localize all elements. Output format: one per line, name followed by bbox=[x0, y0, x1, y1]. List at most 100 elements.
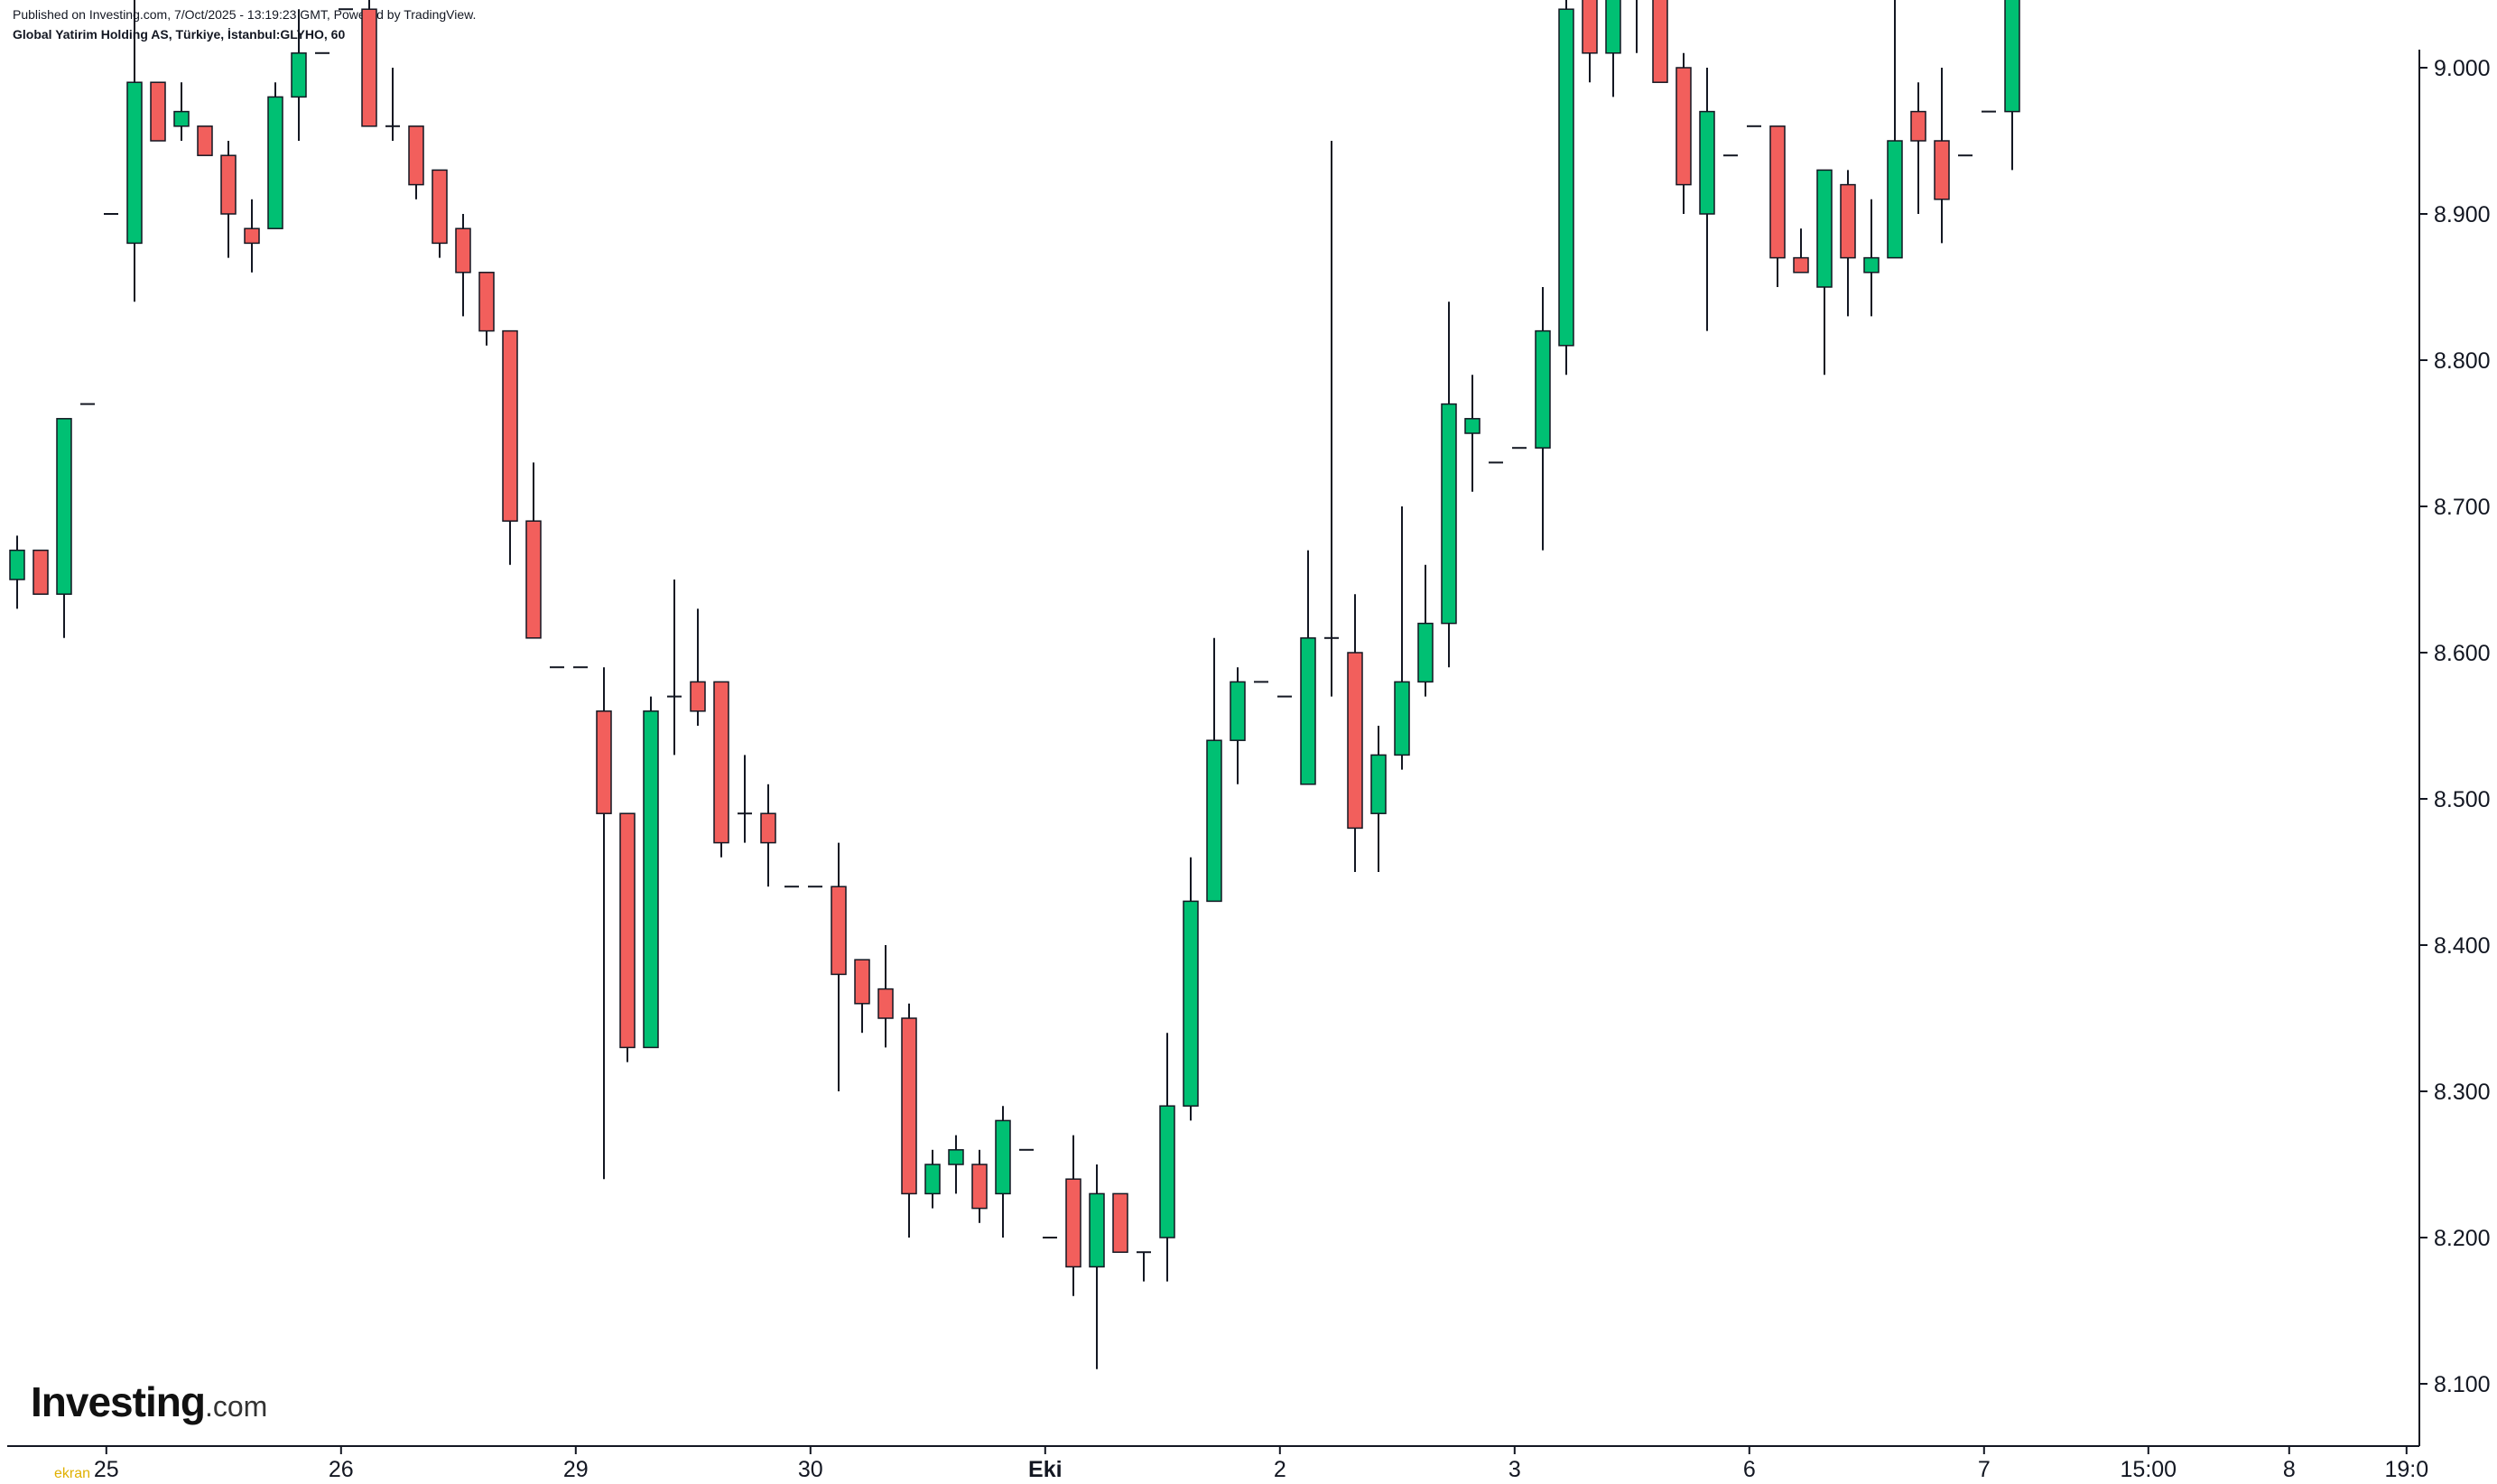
candle[interactable] bbox=[1394, 506, 1410, 770]
candle-body bbox=[525, 520, 542, 639]
candle[interactable] bbox=[1112, 1192, 1128, 1253]
candle[interactable] bbox=[525, 462, 542, 639]
candle[interactable] bbox=[948, 1135, 964, 1194]
candle[interactable] bbox=[1887, 0, 1903, 259]
candle-body bbox=[1793, 256, 1809, 274]
candle[interactable] bbox=[995, 1106, 1011, 1238]
candle[interactable] bbox=[455, 214, 471, 317]
candle[interactable] bbox=[1324, 141, 1339, 697]
candle[interactable] bbox=[1137, 1251, 1151, 1282]
candle-body bbox=[1652, 0, 1668, 83]
candle[interactable] bbox=[924, 1149, 941, 1209]
candle[interactable] bbox=[56, 418, 72, 638]
candle[interactable] bbox=[1441, 301, 1457, 668]
price-tick-label: 8.800 bbox=[2434, 348, 2491, 374]
candle-body bbox=[831, 886, 847, 976]
time-tick-label: 29 bbox=[563, 1457, 589, 1482]
candle[interactable] bbox=[385, 68, 400, 141]
candle[interactable] bbox=[32, 549, 49, 595]
candle-body bbox=[1558, 8, 1574, 347]
candle[interactable] bbox=[901, 1003, 917, 1238]
candle[interactable] bbox=[713, 681, 729, 858]
candle[interactable] bbox=[1816, 169, 1833, 376]
candle[interactable] bbox=[1840, 170, 1856, 317]
candle-body bbox=[291, 52, 307, 98]
candle[interactable] bbox=[1793, 228, 1809, 274]
candle[interactable] bbox=[1535, 287, 1551, 551]
candle-body bbox=[244, 227, 260, 245]
candle[interactable] bbox=[197, 125, 213, 156]
candle[interactable] bbox=[1065, 1135, 1081, 1296]
candle-body bbox=[1582, 0, 1598, 54]
candle[interactable] bbox=[1629, 0, 1644, 53]
candle-body bbox=[854, 959, 870, 1005]
candle-body bbox=[1840, 183, 1856, 259]
time-tick-label: 26 bbox=[329, 1457, 354, 1482]
candle-body bbox=[478, 272, 495, 332]
candle-body bbox=[1910, 110, 1926, 142]
candle[interactable] bbox=[1464, 375, 1481, 492]
candle[interactable] bbox=[1300, 550, 1316, 785]
candle[interactable] bbox=[267, 82, 283, 229]
price-tick-label: 8.500 bbox=[2434, 787, 2491, 812]
candle-body bbox=[455, 227, 471, 274]
candle-body bbox=[877, 988, 894, 1019]
candle[interactable] bbox=[619, 812, 636, 1062]
time-axis[interactable]: 25 26 29 30 Eki 2 3 6 7 15:00 8 19:0 bbox=[7, 1445, 2428, 1482]
candle[interactable] bbox=[1863, 199, 1880, 317]
candle[interactable] bbox=[432, 169, 448, 258]
candle[interactable] bbox=[1699, 68, 1715, 331]
candle-body bbox=[1347, 652, 1363, 830]
candle[interactable] bbox=[1206, 637, 1222, 903]
candle[interactable] bbox=[9, 535, 25, 609]
candle[interactable] bbox=[1605, 0, 1621, 97]
candle[interactable] bbox=[478, 272, 495, 346]
price-axis[interactable]: 8.100 8.200 8.300 8.400 8.500 8.600 8.700 8.800… bbox=[2418, 0, 2497, 1446]
time-tick-label: 3 bbox=[1508, 1457, 1521, 1482]
candle[interactable] bbox=[291, 9, 307, 141]
time-tick-label: 8 bbox=[2283, 1457, 2296, 1482]
candle[interactable] bbox=[244, 199, 260, 273]
candle[interactable] bbox=[596, 667, 612, 1180]
candle[interactable] bbox=[667, 580, 682, 756]
candle[interactable] bbox=[1558, 0, 1574, 376]
candle[interactable] bbox=[1347, 594, 1363, 872]
candle[interactable] bbox=[760, 784, 776, 887]
candle[interactable] bbox=[1675, 52, 1692, 214]
candle[interactable] bbox=[831, 842, 847, 1091]
candle[interactable] bbox=[1582, 0, 1598, 83]
candle[interactable] bbox=[1934, 68, 1950, 244]
candle[interactable] bbox=[877, 945, 894, 1048]
candle[interactable] bbox=[738, 755, 752, 843]
candle[interactable] bbox=[408, 125, 424, 199]
candle[interactable] bbox=[971, 1149, 988, 1223]
candle[interactable] bbox=[1183, 857, 1199, 1121]
candle-body bbox=[901, 1017, 917, 1195]
candle[interactable] bbox=[220, 141, 237, 258]
time-tick-label: 15:00 bbox=[2121, 1457, 2177, 1482]
candle[interactable] bbox=[1370, 726, 1387, 872]
candle[interactable] bbox=[361, 0, 377, 127]
time-tick-label: 25 bbox=[94, 1457, 119, 1482]
candle[interactable] bbox=[1910, 82, 1926, 214]
candle[interactable] bbox=[1769, 125, 1786, 287]
candle-body bbox=[1230, 681, 1246, 741]
candle[interactable] bbox=[643, 696, 659, 1049]
candle[interactable] bbox=[690, 608, 706, 726]
candle[interactable] bbox=[126, 0, 143, 302]
candle[interactable] bbox=[1652, 0, 1668, 83]
candle-body bbox=[924, 1164, 941, 1195]
candle[interactable] bbox=[173, 82, 190, 141]
candle[interactable] bbox=[854, 959, 870, 1034]
time-tick-label: Eki bbox=[1028, 1457, 1063, 1482]
candle[interactable] bbox=[1089, 1164, 1105, 1369]
candle-body bbox=[1089, 1192, 1105, 1268]
candle[interactable] bbox=[2004, 0, 2020, 171]
candle[interactable] bbox=[1230, 667, 1246, 784]
candle-body bbox=[502, 329, 518, 522]
candle[interactable] bbox=[1159, 1033, 1175, 1282]
candle[interactable] bbox=[1417, 564, 1434, 697]
candle[interactable] bbox=[150, 81, 166, 142]
candle[interactable] bbox=[502, 329, 518, 565]
